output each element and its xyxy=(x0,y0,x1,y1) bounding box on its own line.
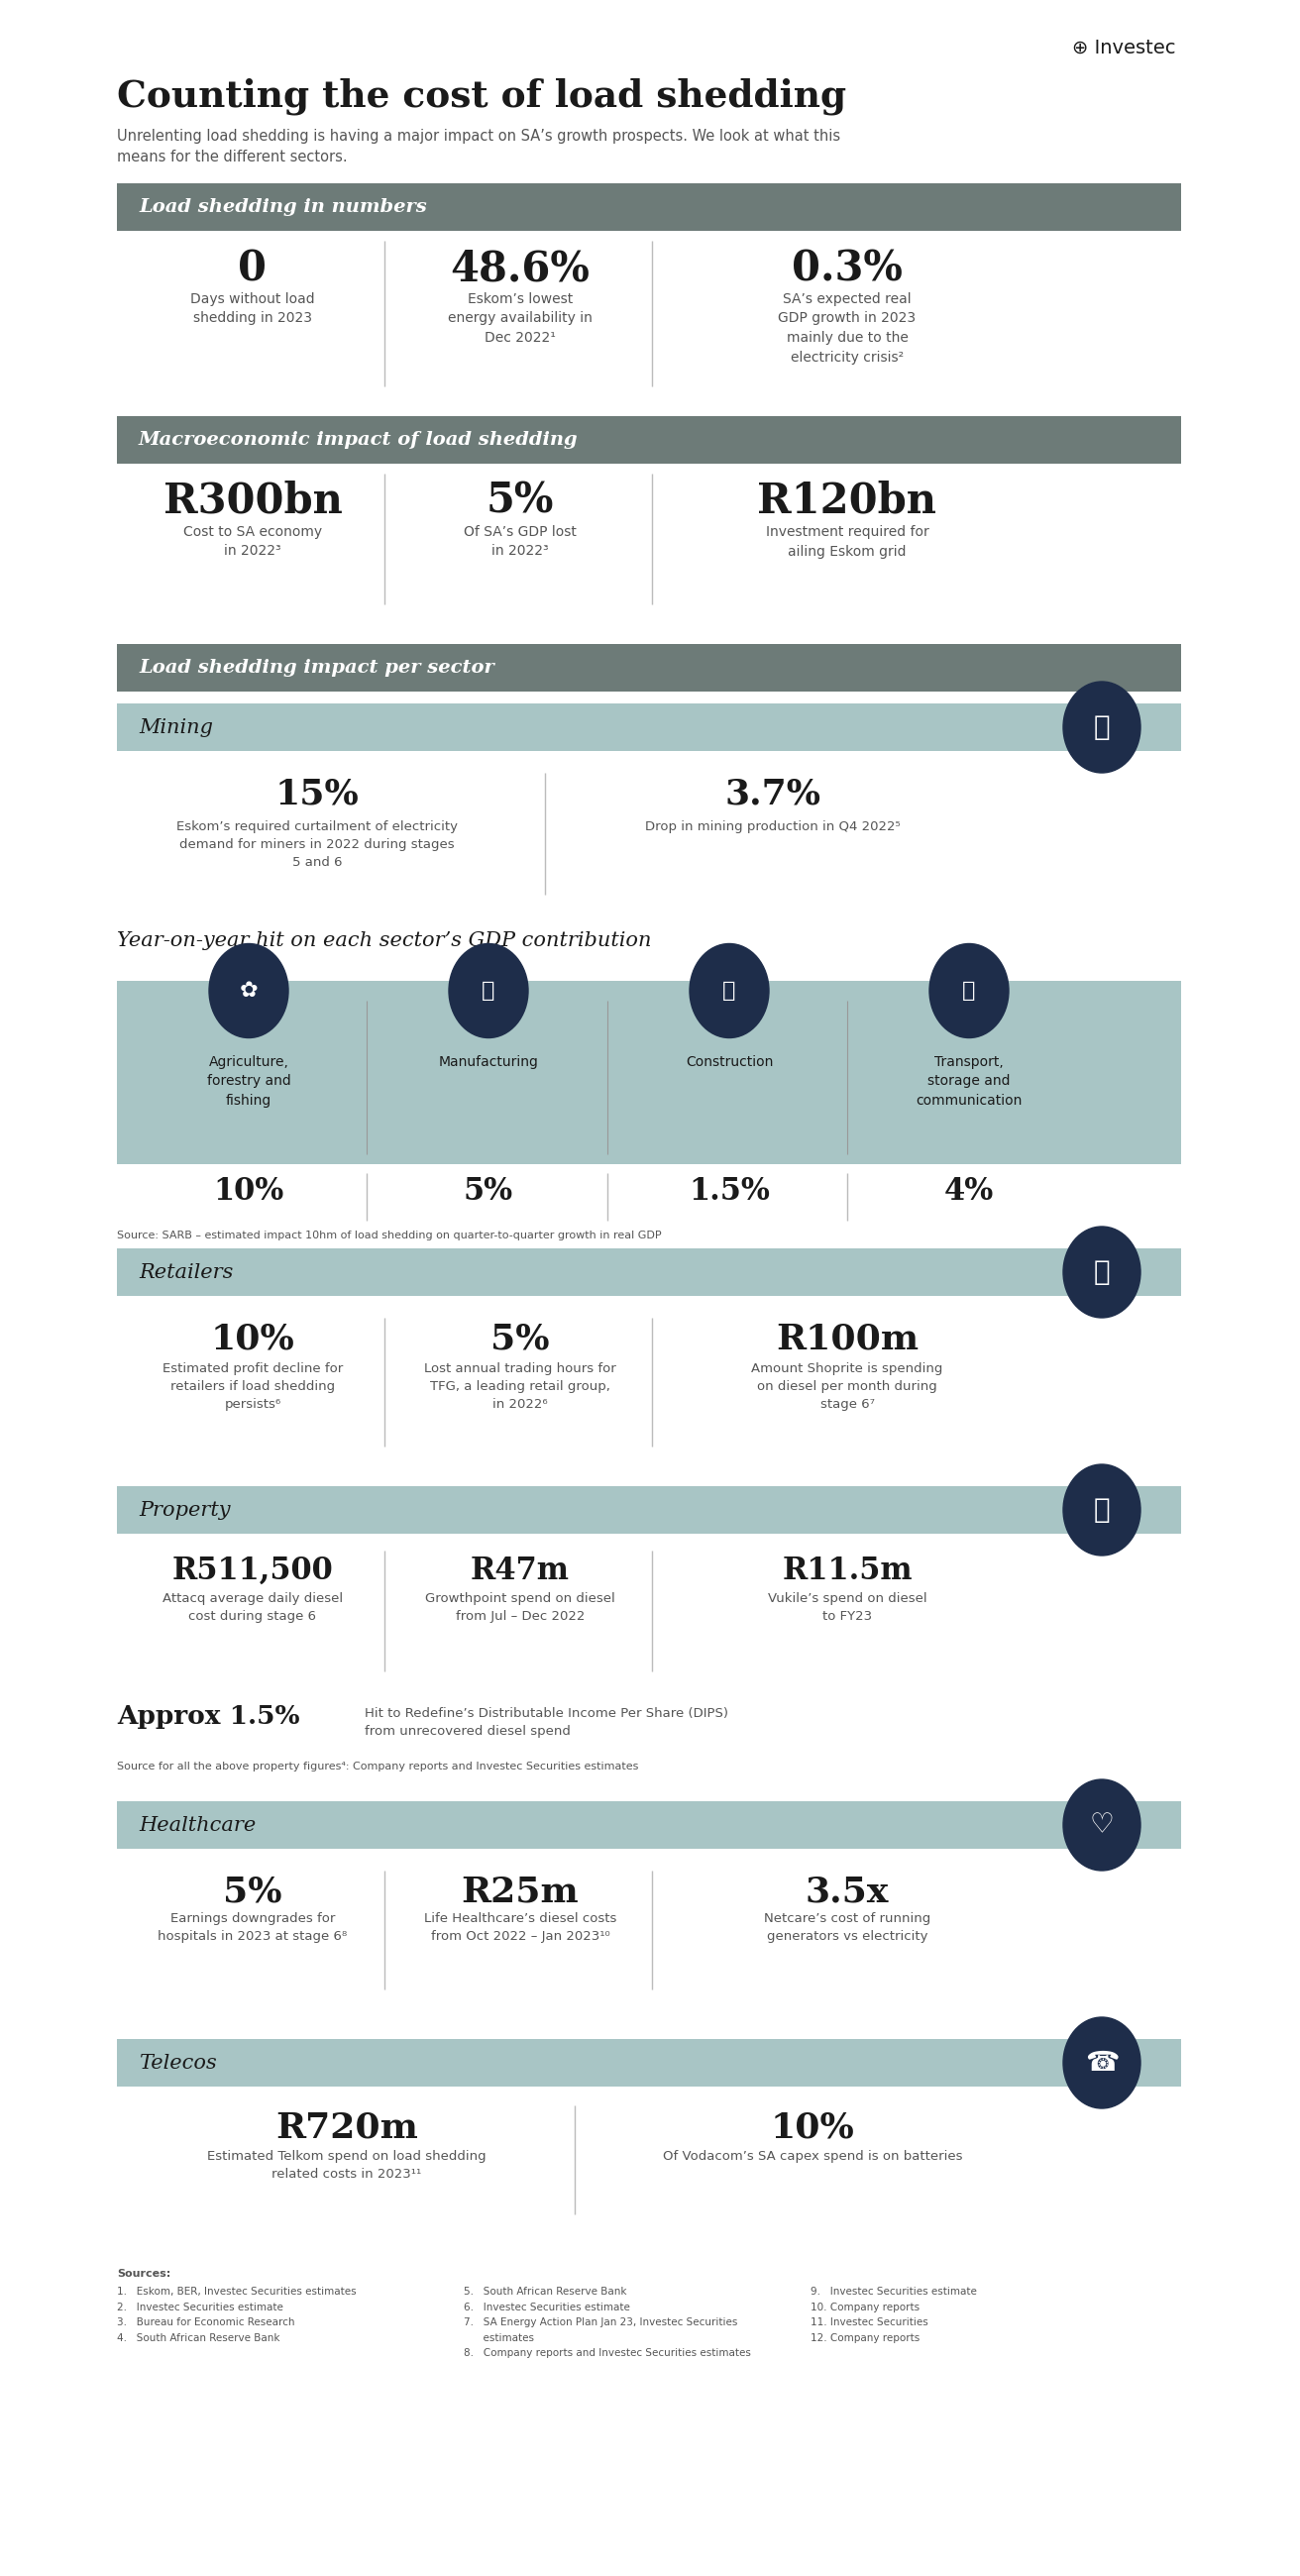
Text: R511,500: R511,500 xyxy=(172,1556,333,1587)
Text: Estimated Telkom spend on load shedding
related costs in 2023¹¹: Estimated Telkom spend on load shedding … xyxy=(207,2151,486,2182)
Text: R120bn: R120bn xyxy=(758,482,937,523)
Ellipse shape xyxy=(1063,1226,1140,1319)
Text: Transport,
storage and
communication: Transport, storage and communication xyxy=(916,1056,1022,1108)
Text: Attacq average daily diesel
cost during stage 6: Attacq average daily diesel cost during … xyxy=(162,1592,343,1623)
Text: R25m: R25m xyxy=(462,1875,578,1909)
Text: Manufacturing: Manufacturing xyxy=(438,1056,538,1069)
Text: 0: 0 xyxy=(238,247,266,289)
Text: Telecos: Telecos xyxy=(139,2053,217,2071)
Text: Of Vodacom’s SA capex spend is on batteries: Of Vodacom’s SA capex spend is on batter… xyxy=(663,2151,962,2164)
Text: Netcare’s cost of running
generators vs electricity: Netcare’s cost of running generators vs … xyxy=(764,1911,931,1942)
Text: Property: Property xyxy=(139,1499,230,1520)
Text: Days without load
shedding in 2023: Days without load shedding in 2023 xyxy=(190,291,315,325)
Text: 4%: 4% xyxy=(944,1177,994,1206)
Text: SA’s expected real
GDP growth in 2023
mainly due to the
electricity crisis²: SA’s expected real GDP growth in 2023 ma… xyxy=(779,291,916,363)
Text: R100m: R100m xyxy=(776,1321,919,1358)
Text: 🏗: 🏗 xyxy=(723,981,736,999)
Bar xyxy=(117,2040,1182,2087)
Text: 🏢: 🏢 xyxy=(1093,1497,1110,1525)
Bar xyxy=(117,703,1182,752)
Text: 5%: 5% xyxy=(464,1177,514,1206)
Ellipse shape xyxy=(689,943,768,1038)
Text: Unrelenting load shedding is having a major impact on SA’s growth prospects. We : Unrelenting load shedding is having a ma… xyxy=(117,129,840,165)
Ellipse shape xyxy=(929,943,1009,1038)
Bar xyxy=(117,1249,1182,1296)
Text: Mining: Mining xyxy=(139,719,213,737)
Text: Investment required for
ailing Eskom grid: Investment required for ailing Eskom gri… xyxy=(766,526,928,559)
Text: ♡: ♡ xyxy=(1089,1811,1114,1839)
Text: Cost to SA economy
in 2022³: Cost to SA economy in 2022³ xyxy=(183,526,322,559)
Text: Growthpoint spend on diesel
from Jul – Dec 2022: Growthpoint spend on diesel from Jul – D… xyxy=(425,1592,615,1623)
Text: Eskom’s lowest
energy availability in
Dec 2022¹: Eskom’s lowest energy availability in De… xyxy=(448,291,593,345)
Text: Lost annual trading hours for
TFG, a leading retail group,
in 2022⁶: Lost annual trading hours for TFG, a lea… xyxy=(424,1363,616,1412)
Text: R11.5m: R11.5m xyxy=(783,1556,913,1587)
Text: Source: SARB – estimated impact 10hm of load shedding on quarter-to-quarter grow: Source: SARB – estimated impact 10hm of … xyxy=(117,1231,662,1242)
Bar xyxy=(117,1801,1182,1850)
Text: 🔨: 🔨 xyxy=(482,981,495,999)
Text: 🏪: 🏪 xyxy=(1093,1257,1110,1285)
Text: Amount Shoprite is spending
on diesel per month during
stage 6⁷: Amount Shoprite is spending on diesel pe… xyxy=(751,1363,942,1412)
Text: ✿: ✿ xyxy=(239,981,257,999)
Text: Hit to Redefine’s Distributable Income Per Share (DIPS)
from unrecovered diesel : Hit to Redefine’s Distributable Income P… xyxy=(364,1708,728,1739)
Text: Macroeconomic impact of load shedding: Macroeconomic impact of load shedding xyxy=(139,430,578,448)
Ellipse shape xyxy=(1063,1463,1140,1556)
Text: 3.7%: 3.7% xyxy=(725,778,820,811)
Bar xyxy=(117,644,1182,690)
Text: Year-on-year hit on each sector’s GDP contribution: Year-on-year hit on each sector’s GDP co… xyxy=(117,933,651,951)
Text: Load shedding impact per sector: Load shedding impact per sector xyxy=(139,659,494,677)
Text: 3.5x: 3.5x xyxy=(806,1875,889,1909)
Ellipse shape xyxy=(209,943,289,1038)
Text: Counting the cost of load shedding: Counting the cost of load shedding xyxy=(117,77,846,113)
Text: 10%: 10% xyxy=(771,2110,854,2143)
Text: 15%: 15% xyxy=(276,778,359,811)
Text: 48.6%: 48.6% xyxy=(450,247,590,289)
Ellipse shape xyxy=(1063,683,1140,773)
Ellipse shape xyxy=(1063,1780,1140,1870)
Text: Vukile’s spend on diesel
to FY23: Vukile’s spend on diesel to FY23 xyxy=(767,1592,927,1623)
Text: Of SA’s GDP lost
in 2022³: Of SA’s GDP lost in 2022³ xyxy=(464,526,577,559)
Text: Life Healthcare’s diesel costs
from Oct 2022 – Jan 2023¹⁰: Life Healthcare’s diesel costs from Oct … xyxy=(424,1911,616,1942)
Text: R300bn: R300bn xyxy=(162,482,342,523)
Text: Construction: Construction xyxy=(685,1056,773,1069)
Text: ⊕ Investec: ⊕ Investec xyxy=(1072,39,1176,57)
Text: Earnings downgrades for
hospitals in 2023 at stage 6⁸: Earnings downgrades for hospitals in 202… xyxy=(157,1911,347,1942)
Bar xyxy=(117,1486,1182,1533)
Text: 📡: 📡 xyxy=(962,981,976,999)
Text: 1.   Eskom, BER, Investec Securities estimates
2.   Investec Securities estimate: 1. Eskom, BER, Investec Securities estim… xyxy=(117,2287,356,2344)
Text: Load shedding in numbers: Load shedding in numbers xyxy=(139,198,426,216)
Text: ☎: ☎ xyxy=(1084,2048,1119,2076)
Text: Retailers: Retailers xyxy=(139,1262,233,1283)
Text: Sources:: Sources: xyxy=(117,2269,170,2280)
Text: Healthcare: Healthcare xyxy=(139,1816,256,1834)
Bar xyxy=(117,183,1182,232)
Ellipse shape xyxy=(448,943,528,1038)
Text: Agriculture,
forestry and
fishing: Agriculture, forestry and fishing xyxy=(207,1056,291,1108)
Text: 5.   South African Reserve Bank
6.   Investec Securities estimate
7.   SA Energy: 5. South African Reserve Bank 6. Investe… xyxy=(464,2287,751,2360)
Text: Source for all the above property figures⁴: Company reports and Investec Securit: Source for all the above property figure… xyxy=(117,1762,638,1772)
Text: Drop in mining production in Q4 2022⁵: Drop in mining production in Q4 2022⁵ xyxy=(645,819,901,832)
Text: Estimated profit decline for
retailers if load shedding
persists⁶: Estimated profit decline for retailers i… xyxy=(162,1363,343,1412)
Text: Approx 1.5%: Approx 1.5% xyxy=(117,1705,300,1728)
Text: 10%: 10% xyxy=(213,1177,283,1206)
Text: 5%: 5% xyxy=(486,482,554,523)
Bar xyxy=(117,981,1182,1164)
Text: Eskom’s required curtailment of electricity
demand for miners in 2022 during sta: Eskom’s required curtailment of electric… xyxy=(177,819,458,868)
Ellipse shape xyxy=(1063,2017,1140,2107)
Text: 0.3%: 0.3% xyxy=(792,247,902,289)
Bar xyxy=(117,417,1182,464)
Text: 5%: 5% xyxy=(490,1321,550,1358)
Text: 10%: 10% xyxy=(211,1321,295,1358)
Text: R47m: R47m xyxy=(471,1556,569,1587)
Text: ⛏: ⛏ xyxy=(1093,714,1110,742)
Text: R720m: R720m xyxy=(276,2110,419,2143)
Text: 9.   Investec Securities estimate
10. Company reports
11. Investec Securities
12: 9. Investec Securities estimate 10. Comp… xyxy=(810,2287,976,2344)
Text: 1.5%: 1.5% xyxy=(689,1177,770,1206)
Text: 5%: 5% xyxy=(224,1875,282,1909)
